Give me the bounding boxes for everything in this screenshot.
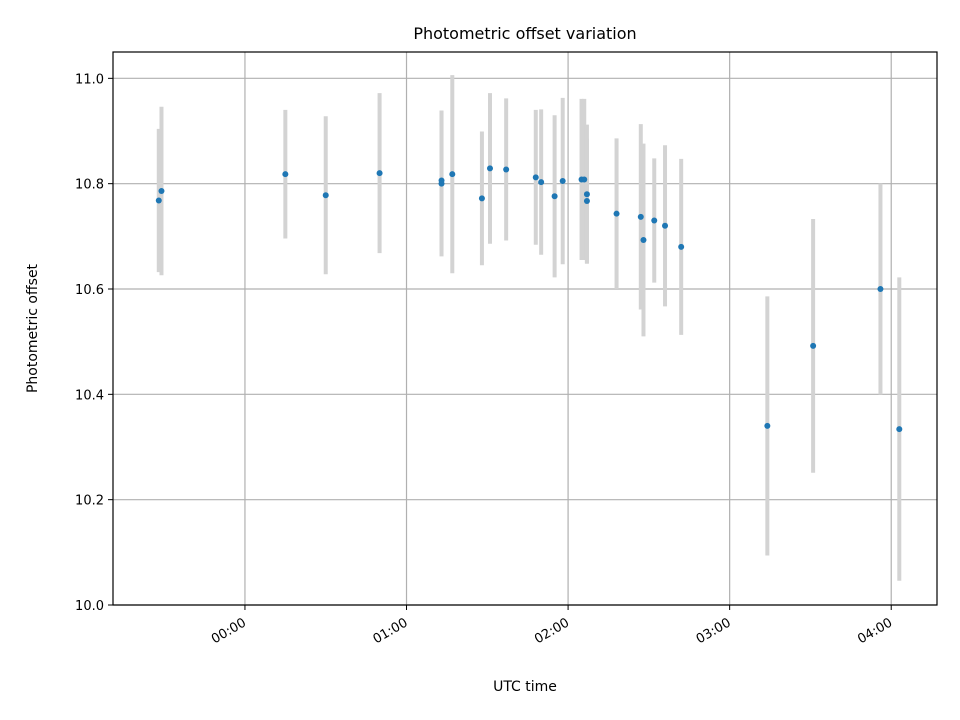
data-point: [583, 198, 590, 205]
y-tick-label: 11.0: [75, 72, 104, 87]
data-point: [678, 243, 685, 250]
data-point: [538, 179, 545, 186]
data-point: [810, 342, 817, 349]
data-point: [583, 191, 590, 198]
plot-area-frame: [112, 51, 938, 606]
data-point: [764, 422, 771, 429]
data-point: [662, 222, 669, 229]
chart-title: Photometric offset variation: [413, 24, 636, 43]
y-axis-ticks: 10.0 10.2 10.4 10.6 10.8 11.0: [75, 72, 113, 614]
data-point-layer: [155, 165, 903, 433]
data-point: [158, 188, 165, 195]
data-point: [532, 174, 539, 181]
y-axis-label: Photometric offset: [25, 263, 41, 393]
data-point: [651, 217, 658, 224]
data-point: [282, 171, 289, 178]
y-tick-label: 10.6: [75, 283, 104, 298]
data-point: [486, 165, 493, 172]
data-point: [637, 213, 644, 220]
data-point: [155, 197, 162, 204]
data-point: [581, 176, 588, 183]
y-tick-label: 10.4: [75, 388, 104, 403]
data-point: [376, 170, 383, 177]
data-point: [438, 180, 445, 187]
data-point: [449, 171, 456, 178]
data-point: [877, 286, 884, 292]
data-point: [322, 192, 329, 199]
y-tick-label: 10.2: [75, 494, 104, 509]
data-point: [640, 237, 647, 244]
x-axis-label: UTC time: [493, 679, 557, 695]
data-point: [559, 178, 566, 185]
data-point: [613, 210, 620, 217]
y-tick-label: 10.8: [75, 178, 104, 193]
y-tick-label: 10.0: [75, 599, 104, 614]
data-point: [503, 166, 510, 173]
data-point: [551, 193, 558, 200]
data-point: [896, 426, 903, 433]
data-point: [478, 195, 485, 202]
